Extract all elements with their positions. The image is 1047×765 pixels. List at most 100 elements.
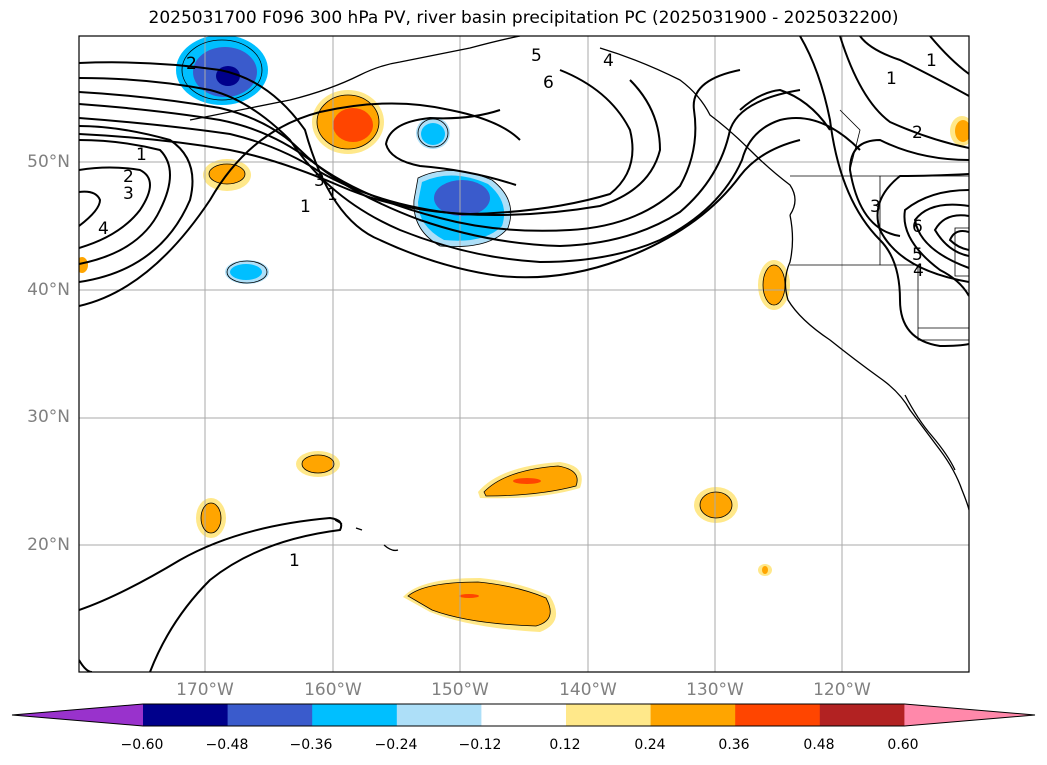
positive-anomaly-blob (403, 578, 557, 632)
colorbar-segment (396, 704, 482, 726)
colorbar-segment (566, 704, 652, 726)
state-border (954, 227, 969, 277)
colorbar-tick-label: 0.24 (634, 737, 666, 753)
positive-anomaly-blob (196, 498, 226, 538)
contour-label: 2 (123, 167, 134, 187)
pv-contour (79, 69, 634, 216)
contour-label: 3 (870, 197, 881, 217)
contour-label: 2 (912, 123, 923, 143)
contour-label: 4 (603, 51, 614, 71)
pv-contour (79, 516, 343, 672)
positive-anomaly-blob (758, 260, 790, 310)
pv-contour (903, 189, 969, 297)
colorbar-extend-min (12, 704, 143, 726)
lat-label-50n: 50°N (27, 152, 70, 172)
alaska-coast (189, 36, 521, 121)
precip-shading (79, 36, 969, 632)
pv-contour (79, 659, 93, 672)
contour-label: 1 (289, 551, 300, 571)
colorbar-segment (227, 704, 313, 726)
pv-contour (848, 138, 969, 237)
graticule (79, 36, 969, 672)
map-frame (78, 35, 970, 673)
lat-label-20n: 20°N (27, 535, 70, 555)
lat-label-30n: 30°N (27, 407, 70, 427)
colorbar-segment (735, 704, 821, 726)
negative-anomaly-blob (413, 170, 511, 247)
colorbar-extend-max (904, 704, 1035, 726)
colorbar-tick-label: −0.48 (205, 737, 249, 753)
colorbar-tick-label: 0.36 (718, 737, 750, 753)
lon-label-120w: 120°W (813, 680, 871, 700)
political-borders (790, 109, 969, 341)
pv-contour (79, 139, 171, 265)
colorbar-segment (143, 704, 229, 726)
lon-label-150w: 150°W (431, 680, 489, 700)
colorbar-tick-label: 0.60 (887, 737, 919, 753)
us-west-coast (784, 214, 969, 511)
colorbar-tick-label: −0.24 (374, 737, 418, 753)
map-title: 2025031700 F096 300 hPa PV, river basin … (148, 8, 899, 28)
colorbar-tick-label: −0.60 (120, 737, 164, 753)
positive-anomaly-blob (478, 462, 582, 499)
pv-contour (79, 69, 741, 232)
contour-label: 6 (543, 73, 554, 93)
contour-label: 3 (314, 171, 325, 191)
pv-contour (933, 214, 969, 257)
lon-label-140w: 140°W (559, 680, 617, 700)
pv-contour (79, 77, 861, 264)
colorbar-tick-label: −0.36 (289, 737, 333, 753)
pv-contour (948, 230, 969, 251)
colorbar-tick-label: 0.12 (549, 737, 581, 753)
contour-label: 1 (886, 69, 897, 89)
contour-label: 1 (300, 197, 311, 217)
pv-contour (859, 36, 969, 97)
pv-contour (79, 166, 151, 249)
state-border (839, 109, 861, 171)
lon-label-170w: 170°W (176, 680, 234, 700)
lat-label-40n: 40°N (27, 280, 70, 300)
colorbar-segment (650, 704, 736, 726)
pv-contour (839, 36, 969, 149)
contour-label: 4 (98, 219, 109, 239)
pv-contour (79, 125, 194, 283)
pv-contours (79, 36, 969, 672)
state-border (790, 264, 969, 341)
lon-label-160w: 160°W (304, 680, 362, 700)
positive-anomaly-blob (758, 564, 772, 576)
baja-coast (904, 394, 956, 471)
contour-label: 1 (327, 185, 338, 205)
bc-coast (599, 47, 796, 216)
precip-outlines (181, 39, 786, 627)
contour-label: 5 (531, 46, 542, 66)
pv-contour (929, 36, 969, 75)
coastlines (189, 36, 969, 552)
contour-label: 1 (926, 51, 937, 71)
pv-contour-1 (79, 102, 521, 307)
contour-label: 4 (913, 261, 924, 281)
contour-label: 1 (136, 145, 147, 165)
contour-label: 5 (912, 245, 923, 265)
colorbar-tick-label: 0.48 (803, 737, 835, 753)
pv-contour (79, 89, 801, 248)
pv-contour (799, 36, 969, 348)
contour-label: 2 (186, 54, 197, 74)
contour-label-group: 1 2 3 4 5 6 2 3 1 1 1 2 3 4 5 6 1 4 1 (98, 46, 937, 571)
pv-contour (739, 88, 831, 131)
colorbar-outline (11, 703, 1036, 727)
pv-contour (913, 203, 969, 269)
positive-anomaly-blob (312, 90, 384, 154)
negative-anomaly-blob (416, 117, 450, 149)
colorbar-segment (481, 704, 567, 726)
positive-anomaly-blob (950, 116, 969, 146)
colorbar (11, 703, 1036, 727)
hawaii-islands (334, 519, 399, 552)
contour-label: 3 (123, 184, 134, 204)
colorbar-segment (312, 704, 398, 726)
pv-contour (79, 190, 102, 227)
colorbar-tick-label: −0.12 (458, 737, 502, 753)
positive-anomaly-blob (79, 257, 88, 273)
colorbar-segment (819, 704, 905, 726)
lon-label-130w: 130°W (686, 680, 744, 700)
